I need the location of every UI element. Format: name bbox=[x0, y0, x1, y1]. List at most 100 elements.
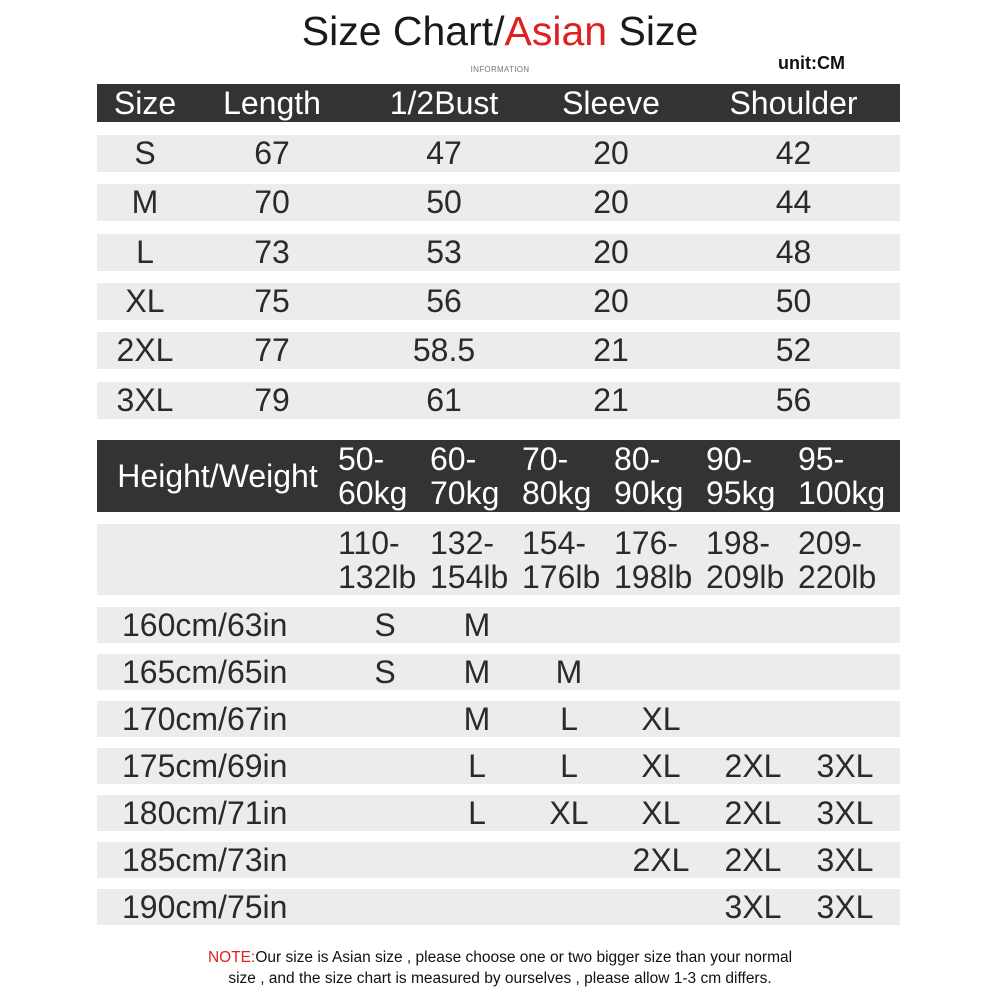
size-cell: M bbox=[463, 606, 491, 643]
table-cell: 58.5 bbox=[412, 332, 476, 369]
table-row: 190cm/75in 3XL 3XL bbox=[97, 889, 900, 925]
height-cell: 190cm/75in bbox=[122, 888, 288, 925]
table-cell: 56 bbox=[426, 282, 462, 319]
unit-label: unit:CM bbox=[778, 53, 845, 73]
size-cell bbox=[798, 654, 892, 690]
size-cell bbox=[706, 701, 800, 737]
size-cell bbox=[338, 795, 432, 831]
kg-text: 60kg bbox=[338, 475, 408, 511]
size-cell bbox=[522, 607, 616, 643]
lb-text: 154lb bbox=[430, 558, 509, 595]
table-row: 185cm/73in 2XL 2XL 3XL bbox=[97, 842, 900, 878]
size-cell: M bbox=[463, 653, 491, 690]
kg-text: 100kg bbox=[798, 475, 886, 511]
size-cell: 3XL bbox=[816, 888, 874, 925]
kg-text: 70kg bbox=[430, 475, 500, 511]
size-cell: M bbox=[555, 653, 583, 690]
table-row: 175cm/69in L L XL 2XL 3XL bbox=[97, 748, 900, 784]
lb-text: 132lb bbox=[338, 558, 417, 595]
header-cell: Sleeve bbox=[562, 84, 660, 121]
kg-text: 90kg bbox=[614, 475, 684, 511]
size-cell: S bbox=[374, 606, 396, 643]
size-cell: 2XL bbox=[724, 747, 782, 784]
size-cell bbox=[338, 842, 432, 878]
height-cell: 185cm/73in bbox=[122, 841, 288, 878]
header-cell: Shoulder bbox=[729, 84, 858, 121]
table-cell: 21 bbox=[593, 381, 629, 418]
weight-kg-cell: 60- 70kg bbox=[430, 440, 524, 512]
kg-text: 95kg bbox=[706, 475, 776, 511]
table-cell: 42 bbox=[775, 135, 812, 171]
weight-lb-cell: 176- 198lb bbox=[614, 524, 708, 595]
table-cell: 20 bbox=[593, 184, 629, 221]
weight-lb-row: 110- 132lb 132- 154lb 154- 176lb 176- 198lb 198-… bbox=[97, 524, 900, 595]
lb-text: 198- bbox=[706, 524, 771, 561]
table-cell: 70 bbox=[254, 184, 290, 221]
table-row: 160cm/63in S M bbox=[97, 607, 900, 643]
header-cell: 1/2Bust bbox=[389, 84, 499, 121]
fit-table: Height/Weight 50- 60kg 60- 70kg 70- 80kg 80- 90k… bbox=[97, 440, 900, 930]
size-cell: XL bbox=[549, 794, 589, 831]
size-cell bbox=[522, 889, 616, 925]
table-row: S 67 47 20 42 bbox=[97, 135, 900, 172]
lb-text: 154- bbox=[522, 524, 587, 561]
table-cell: 53 bbox=[426, 233, 462, 270]
table-cell: 20 bbox=[593, 282, 629, 319]
size-cell: M bbox=[463, 700, 491, 737]
size-cell bbox=[706, 607, 800, 643]
weight-kg-cell: 95- 100kg bbox=[798, 440, 892, 512]
lb-text: 176lb bbox=[522, 558, 601, 595]
height-cell: 175cm/69in bbox=[122, 747, 288, 784]
table-cell: S bbox=[134, 135, 156, 171]
weight-kg-cell: 80- 90kg bbox=[614, 440, 708, 512]
weight-lb-cell: 198- 209lb bbox=[706, 524, 800, 595]
height-cell: 180cm/71in bbox=[122, 794, 288, 831]
weight-lb-cell: 132- 154lb bbox=[430, 524, 524, 595]
size-cell: L bbox=[560, 700, 578, 737]
size-cell: XL bbox=[641, 794, 681, 831]
size-cell bbox=[338, 748, 432, 784]
table-cell: 20 bbox=[593, 135, 629, 171]
note: NOTE:Our size is Asian size , please cho… bbox=[207, 949, 793, 987]
corner-cell: Height/Weight bbox=[117, 457, 318, 494]
table-cell: 50 bbox=[426, 184, 462, 221]
kg-text: 50- bbox=[338, 441, 385, 477]
lb-text: 132- bbox=[430, 524, 495, 561]
size-cell: L bbox=[468, 747, 486, 784]
weight-lb-cell: 154- 176lb bbox=[522, 524, 616, 595]
table-cell: 77 bbox=[254, 332, 290, 369]
size-cell: 3XL bbox=[724, 888, 782, 925]
table-cell: 73 bbox=[254, 233, 290, 270]
table-cell: 44 bbox=[775, 184, 812, 221]
lb-text: 209lb bbox=[706, 558, 785, 595]
size-cell: XL bbox=[641, 700, 681, 737]
weight-lb-cell: 110- 132lb bbox=[338, 524, 432, 595]
size-cell bbox=[798, 701, 892, 737]
table-cell: L bbox=[136, 233, 154, 270]
size-cell bbox=[430, 889, 524, 925]
size-table: Size Length 1/2Bust Sleeve Shoulder S 67 47 20 42… bbox=[97, 84, 900, 424]
weight-lb-cell: 209- 220lb bbox=[798, 524, 892, 595]
table-row: XL 75 56 20 50 bbox=[97, 282, 900, 320]
table-row: L 73 53 20 48 bbox=[97, 233, 900, 271]
table-cell: 2XL bbox=[116, 332, 174, 369]
table-cell: 47 bbox=[426, 135, 462, 171]
kg-text: 60- bbox=[430, 441, 477, 477]
header-row: Height/Weight 50- 60kg 60- 70kg 70- 80kg 80- 90k… bbox=[97, 440, 900, 512]
table-cell: 21 bbox=[593, 332, 629, 369]
page-title: Size Chart/Asian Size bbox=[301, 8, 699, 54]
size-cell: 3XL bbox=[816, 747, 874, 784]
size-cell bbox=[798, 607, 892, 643]
table-cell: 61 bbox=[426, 381, 462, 418]
kg-text: 80- bbox=[614, 441, 661, 477]
subtitle: INFORMATION bbox=[470, 65, 530, 74]
size-cell: XL bbox=[641, 747, 681, 784]
height-cell: 160cm/63in bbox=[122, 606, 288, 643]
lb-text: 209- bbox=[798, 524, 863, 561]
weight-kg-cell: 50- 60kg bbox=[338, 440, 432, 512]
kg-text: 90- bbox=[706, 441, 753, 477]
kg-text: 80kg bbox=[522, 475, 592, 511]
lb-text: 176- bbox=[614, 524, 679, 561]
height-cell: 170cm/67in bbox=[122, 700, 288, 737]
header-cell: Length bbox=[223, 84, 321, 121]
